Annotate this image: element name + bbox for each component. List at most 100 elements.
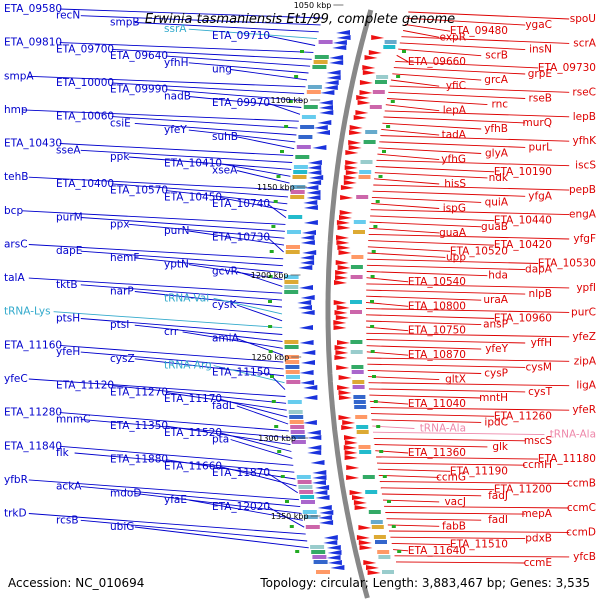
cog-feature-block [293, 165, 308, 169]
gene-connector [373, 184, 570, 191]
plus-strand-feature [344, 165, 358, 170]
gene-connector [236, 304, 283, 322]
gc-marker [273, 200, 278, 203]
gene-connector [165, 190, 288, 205]
cog-feature-block [284, 345, 299, 349]
gc-marker [390, 100, 395, 103]
gene-connector [408, 11, 570, 20]
gene-connector [369, 227, 440, 234]
minus-strand-feature [298, 265, 313, 270]
cog-feature-block [300, 495, 315, 499]
cog-feature-block [356, 430, 369, 434]
gene-connector [28, 244, 284, 260]
gene-connector [22, 210, 286, 225]
minus-strand-feature [303, 385, 318, 390]
gene-label: fadI [488, 514, 508, 526]
gene-label: ETA_09730 [538, 62, 596, 74]
gc-marker [280, 150, 284, 153]
gene-connector [376, 456, 539, 460]
plus-strand-feature [335, 270, 349, 275]
gene-label: tehB [4, 171, 28, 183]
gene-connector [382, 122, 482, 130]
gene-label: ETA_11520 [164, 427, 222, 439]
gene-connector [375, 166, 495, 173]
plus-strand-feature [336, 220, 350, 225]
gc-marker [382, 475, 387, 478]
cog-feature-block [286, 380, 301, 384]
cog-feature-block [365, 490, 378, 494]
gene-label: ipdC [484, 416, 508, 428]
cog-feature-block [291, 435, 306, 439]
plus-strand-feature [336, 365, 350, 370]
cog-feature-block [290, 430, 305, 434]
gene-label: ETA_09660 [408, 56, 466, 68]
gene-label: ETA_10410 [164, 158, 222, 170]
cog-feature-block [373, 535, 386, 539]
cog-feature-block [382, 570, 394, 574]
cog-feature-block [295, 155, 310, 159]
gene-label: ETA_11120 [56, 380, 114, 392]
cog-feature-block [293, 170, 308, 174]
plus-strand-feature [339, 215, 352, 220]
gene-connector [368, 233, 570, 240]
plus-strand-feature [348, 140, 362, 145]
gene-label: ETA_09970 [212, 97, 270, 109]
plus-strand-feature [346, 475, 360, 480]
gene-connector [111, 116, 298, 129]
gene-connector [188, 230, 285, 246]
minus-strand-feature [303, 205, 318, 210]
gene-connector [267, 237, 284, 253]
cog-feature-block [365, 130, 378, 134]
gc-marker [294, 75, 299, 78]
minus-strand-feature [300, 380, 315, 385]
cog-feature-block [287, 400, 302, 404]
gene-connector [213, 297, 283, 315]
minus-strand-feature [301, 360, 315, 365]
plus-strand-feature [348, 145, 362, 150]
cog-feature-block [356, 195, 369, 199]
gc-marker [382, 150, 386, 153]
gene-connector [134, 358, 285, 377]
left-gene-connectors [22, 8, 323, 549]
gene-connector [219, 163, 291, 177]
minus-strand-feature [300, 240, 315, 245]
minus-strand-feature [301, 350, 316, 355]
gene-label: tRNA-Val [164, 292, 209, 304]
plus-strand-feature [338, 390, 352, 395]
gc-marker [373, 400, 378, 403]
minus-strand-feature [299, 370, 314, 375]
gene-label: ackA [56, 481, 82, 493]
gene-connector [376, 462, 526, 466]
gene-label: ypfI [576, 282, 596, 294]
gene-connector [219, 466, 297, 487]
gene-connector [366, 271, 488, 277]
gene-label: tRNA-Ala [420, 423, 466, 435]
gene-connector [369, 394, 482, 399]
cog-feature-block [358, 175, 371, 179]
cog-feature-block [297, 480, 312, 484]
kbp-ticks: 1050 kbp 1100 kbp 1150 kbp 1200 kbp 1250 kbp… [251, 1, 344, 521]
gene-label: ETA_11840 [4, 440, 62, 452]
gene-label: ETA_11260 [494, 410, 552, 422]
minus-strand-feature [302, 250, 317, 255]
gene-label: yfhB [484, 123, 508, 135]
plus-strand-feature [337, 265, 351, 270]
plus-strand-feature [363, 560, 377, 565]
cog-feature-block [301, 500, 315, 504]
cog-feature-block [353, 220, 366, 224]
gene-connector [188, 62, 309, 74]
kbp-tick-label: 1100 kbp [270, 96, 308, 105]
plus-strand-feature [358, 525, 372, 530]
cog-feature-block [285, 360, 300, 364]
gene-label: ispG [443, 203, 466, 215]
cog-feature-block [353, 400, 366, 404]
plus-strand-feature [335, 275, 348, 280]
cog-feature-block [305, 525, 320, 529]
cog-feature-block [314, 55, 329, 59]
minus-strand-feature [319, 510, 334, 515]
gene-connector [390, 79, 440, 87]
cog-feature-block [289, 420, 304, 424]
gene-connector [372, 431, 545, 436]
plus-strand-feature [371, 35, 385, 40]
gene-connector [111, 183, 289, 198]
